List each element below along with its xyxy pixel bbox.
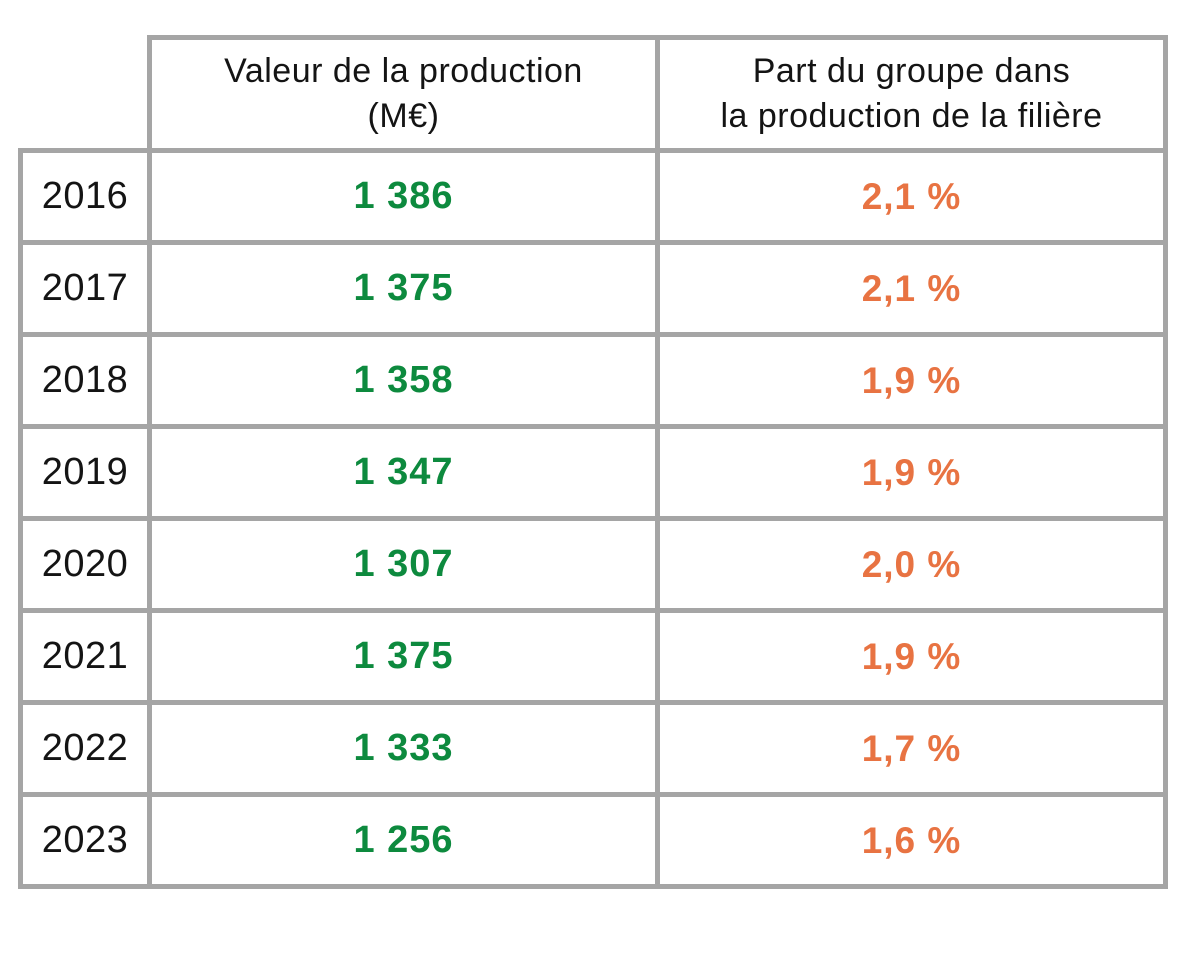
table-header-row: Valeur de la production (M€) Part du gro…	[21, 35, 1168, 153]
production-value-cell: 1 333	[147, 700, 660, 797]
corner-empty-cell	[21, 38, 150, 151]
production-value-cell: 1 256	[147, 792, 660, 889]
year-cell: 2022	[18, 700, 152, 797]
production-column-header: Valeur de la production (M€)	[147, 35, 660, 153]
table-row: 2020 1 307 2,0 %	[18, 516, 1168, 613]
year-cell: 2020	[18, 516, 152, 613]
year-cell: 2018	[18, 332, 152, 429]
table-row: 2021 1 375 1,9 %	[18, 608, 1168, 705]
production-table: Valeur de la production (M€) Part du gro…	[18, 35, 1168, 889]
table-row: 2019 1 347 1,9 %	[18, 424, 1168, 521]
production-header-line2: (M€)	[367, 97, 440, 135]
production-value-cell: 1 386	[147, 148, 660, 245]
year-cell: 2017	[18, 240, 152, 337]
table-row: 2018 1 358 1,9 %	[18, 332, 1168, 429]
share-column-header: Part du groupe dans la production de la …	[655, 35, 1168, 153]
share-header-line1: Part du groupe dans	[752, 52, 1071, 91]
year-cell: 2016	[18, 148, 152, 245]
production-header-line1: Valeur de la production	[224, 52, 583, 91]
share-cell: 1,6 %	[655, 792, 1168, 889]
share-cell: 2,1 %	[655, 148, 1168, 245]
year-cell: 2023	[18, 792, 152, 889]
production-value-cell: 1 347	[147, 424, 660, 521]
year-cell: 2019	[18, 424, 152, 521]
table-body: 2016 1 386 2,1 % 2017 1 375 2,1 % 2018 1…	[18, 148, 1168, 889]
share-cell: 1,7 %	[655, 700, 1168, 797]
share-cell: 1,9 %	[655, 424, 1168, 521]
table-row: 2017 1 375 2,1 %	[18, 240, 1168, 337]
production-value-cell: 1 375	[147, 608, 660, 705]
share-header-line2: la production de la filière	[720, 97, 1103, 135]
year-cell: 2021	[18, 608, 152, 705]
share-cell: 2,0 %	[655, 516, 1168, 613]
production-table-container: Valeur de la production (M€) Part du gro…	[18, 35, 1168, 889]
share-cell: 1,9 %	[655, 608, 1168, 705]
production-value-cell: 1 375	[147, 240, 660, 337]
production-value-cell: 1 358	[147, 332, 660, 429]
table-row: 2016 1 386 2,1 %	[18, 148, 1168, 245]
production-value-cell: 1 307	[147, 516, 660, 613]
share-cell: 1,9 %	[655, 332, 1168, 429]
table-row: 2022 1 333 1,7 %	[18, 700, 1168, 797]
share-cell: 2,1 %	[655, 240, 1168, 337]
table-row: 2023 1 256 1,6 %	[18, 792, 1168, 889]
